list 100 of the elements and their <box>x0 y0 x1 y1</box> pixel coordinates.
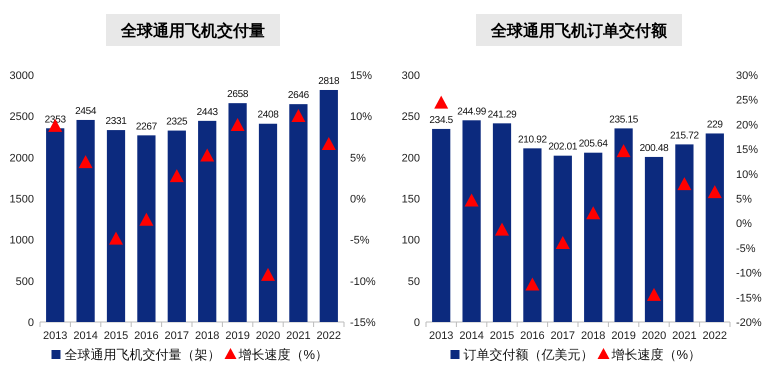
data-label: 2646 <box>288 90 310 102</box>
y-tick-label: 0 <box>28 317 34 329</box>
bar <box>228 103 247 322</box>
y2-tick-label: 0% <box>736 218 752 230</box>
bar <box>137 135 156 322</box>
point <box>261 268 275 281</box>
y-tick-label: 250 <box>402 111 420 124</box>
chart-title: 全球通用飞机订单交付额 <box>490 21 668 40</box>
bar <box>432 128 450 322</box>
y-tick-label: 0 <box>414 317 420 329</box>
point <box>495 222 509 236</box>
y2-tick-label: 25% <box>736 94 758 107</box>
bar <box>46 128 64 322</box>
data-label: 210.92 <box>518 134 548 146</box>
point <box>291 108 306 122</box>
legend-label: 全球通用飞机交付量（架） <box>64 347 220 362</box>
data-label: 2331 <box>105 116 128 128</box>
y2-tick-label: -10% <box>350 276 376 288</box>
point <box>230 118 245 132</box>
data-label: 200.48 <box>640 142 670 154</box>
bar <box>76 120 95 322</box>
x-tick-label: 2015 <box>490 330 514 342</box>
point <box>677 177 692 190</box>
bar <box>614 128 633 322</box>
chart-title: 全球通用飞机交付量 <box>120 21 265 40</box>
x-tick-label: 2013 <box>42 330 68 342</box>
y2-tick-label: 0% <box>350 194 366 206</box>
bar <box>584 152 602 322</box>
x-tick-label: 2019 <box>611 330 636 342</box>
data-label: 202.01 <box>548 142 578 153</box>
y2-tick-label: -10% <box>736 268 762 280</box>
bar <box>675 144 694 322</box>
y2-tick-label: 5% <box>350 152 366 164</box>
y-tick-label: 500 <box>16 276 34 288</box>
bar <box>462 120 481 322</box>
x-tick-label: 2020 <box>256 330 280 342</box>
x-tick-label: 2019 <box>225 330 250 342</box>
y2-tick-label: 20% <box>736 119 758 132</box>
x-tick-label: 2014 <box>459 330 484 342</box>
x-tick-label: 2022 <box>702 330 728 342</box>
y-tick-label: 3000 <box>10 70 34 82</box>
data-label: 229 <box>706 119 724 130</box>
y2-tick-label: 30% <box>736 70 758 82</box>
y-tick-label: 50 <box>408 276 420 288</box>
point <box>109 232 123 245</box>
bar <box>168 130 186 322</box>
bar <box>644 156 664 322</box>
y2-tick-label: -5% <box>350 234 370 247</box>
bar <box>492 123 512 322</box>
point <box>200 148 214 162</box>
y2-tick-label: 5% <box>736 194 752 206</box>
bar <box>106 130 126 322</box>
data-label: 2443 <box>196 106 218 118</box>
data-label: 244.99 <box>457 106 487 118</box>
point <box>139 212 154 226</box>
bar <box>523 148 542 322</box>
x-tick-label: 2016 <box>520 330 545 342</box>
point <box>616 144 631 158</box>
y2-tick-label: 10% <box>350 111 372 124</box>
point <box>322 136 336 150</box>
x-tick-label: 2021 <box>286 330 311 342</box>
point <box>170 169 184 182</box>
data-label: 2267 <box>136 121 158 132</box>
y-tick-label: 200 <box>402 152 420 164</box>
bar <box>554 156 572 322</box>
point <box>434 96 448 109</box>
x-tick-label: 2022 <box>316 330 342 342</box>
data-label: 205.64 <box>578 138 608 150</box>
x-tick-label: 2017 <box>550 330 576 342</box>
y2-tick-label: -15% <box>736 292 762 304</box>
data-label: 215.72 <box>670 130 700 142</box>
x-tick-label: 2017 <box>164 330 190 342</box>
point <box>586 206 600 220</box>
legend-label: 增长速度（%） <box>238 347 328 362</box>
y2-tick-label: -5% <box>736 242 756 255</box>
x-tick-label: 2016 <box>134 330 159 342</box>
bar <box>289 104 308 322</box>
data-label: 2658 <box>227 89 249 100</box>
bar <box>320 90 338 322</box>
legend-label: 订单交付额（亿美元） <box>464 347 594 362</box>
x-tick-label: 2021 <box>672 330 697 342</box>
point <box>647 288 661 301</box>
x-tick-label: 2018 <box>580 330 606 342</box>
point <box>525 277 540 290</box>
point <box>78 155 93 168</box>
bar <box>706 133 724 322</box>
y2-tick-label: 15% <box>350 70 372 82</box>
y-tick-label: 1000 <box>10 234 34 247</box>
y2-tick-label: 10% <box>736 168 758 181</box>
bar <box>258 124 278 322</box>
data-label: 235.15 <box>609 114 639 126</box>
x-tick-label: 2015 <box>104 330 128 342</box>
y-tick-label: 300 <box>402 70 420 82</box>
point <box>556 236 570 249</box>
y-tick-label: 1500 <box>10 194 34 206</box>
data-label: 2325 <box>166 116 188 128</box>
x-tick-label: 2013 <box>428 330 454 342</box>
data-label: 2454 <box>75 106 97 117</box>
data-label: 2408 <box>257 110 280 121</box>
data-label: 2353 <box>44 114 66 126</box>
